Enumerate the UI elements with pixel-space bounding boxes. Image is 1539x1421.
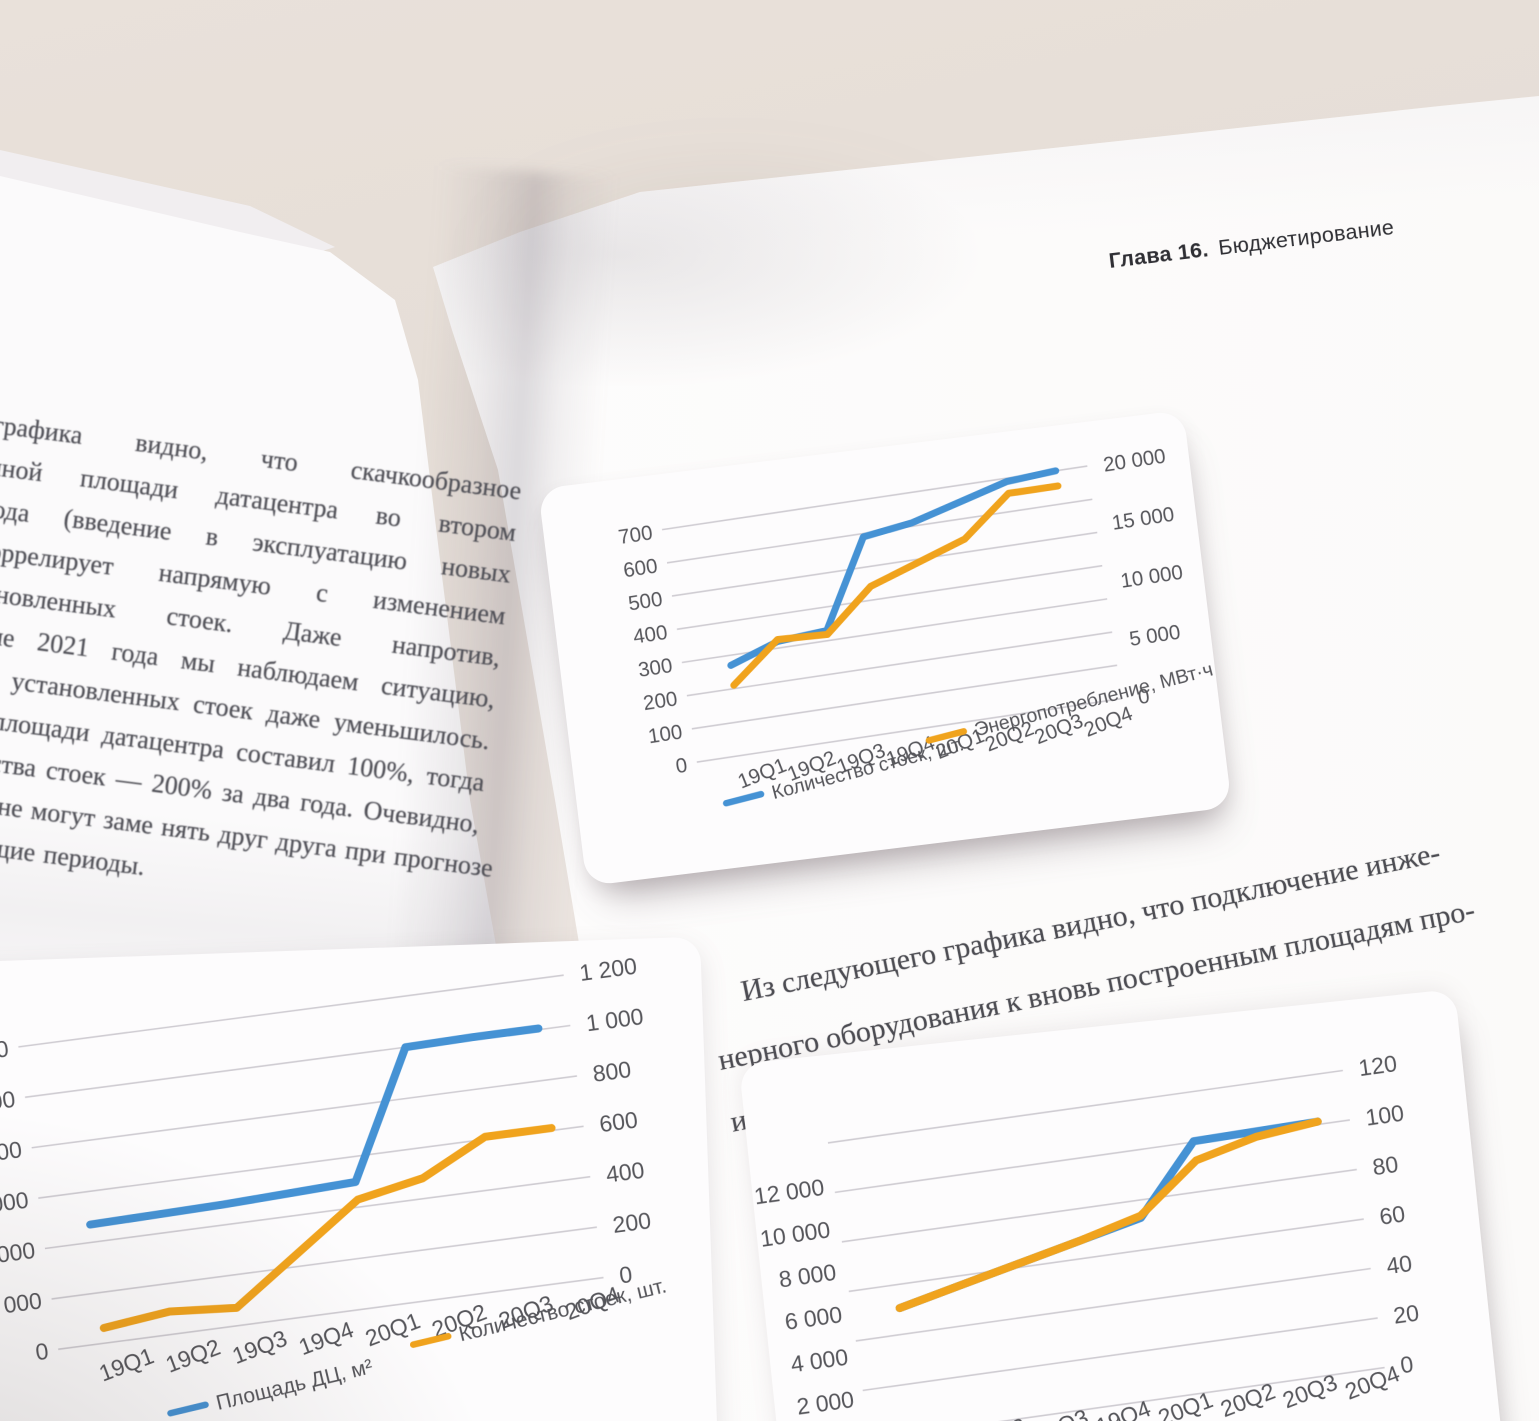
left-axis-tick: 4 000 (789, 1344, 850, 1378)
left-page-chart-card: 0 2 000 4 000 6 000 8 000 10 000 12 000 0 200 400… (0, 936, 720, 1421)
left-axis-tick: 400 (632, 621, 669, 649)
left-axis-tick: 2 000 (795, 1386, 856, 1420)
right-axis-tick: 20 (1392, 1299, 1421, 1328)
right-page-bottom-chart-card: 2 000 4 000 6 000 8 000 10 000 12 000 0 20 40 60 8… (738, 988, 1512, 1421)
right-axis-tick: 0 (1136, 685, 1151, 709)
left-axis-tick: 8 000 (777, 1259, 838, 1293)
left-axis-tick: 4 000 (0, 1237, 37, 1270)
gridline (827, 1069, 1343, 1144)
gridline (696, 697, 1123, 763)
right-axis-tick: 15 000 (1110, 503, 1175, 535)
gridline (671, 531, 1098, 597)
right-axis-tick: 800 (591, 1056, 632, 1087)
right-axis-tick: 1 000 (584, 1003, 644, 1036)
x-axis-tick: 20Q4 (1341, 1360, 1403, 1405)
gridline (848, 1218, 1364, 1293)
series-line (895, 1117, 1322, 1313)
left-axis-tick: 600 (622, 554, 659, 582)
left-page-text-block: графика видно, что скачкообразное пной пл… (0, 404, 524, 929)
right-axis-tick: 80 (1371, 1151, 1400, 1180)
right-axis-tick: 400 (604, 1157, 645, 1188)
x-axis-tick: 20Q3 (1279, 1369, 1341, 1413)
right-axis-tick: 100 (1364, 1100, 1406, 1131)
left-axis-tick: 8 000 (0, 1136, 23, 1169)
left-axis-tick: 700 (617, 521, 654, 549)
legend-marker (925, 728, 968, 744)
left-axis-tick: 500 (627, 588, 664, 616)
series-line (727, 467, 1060, 669)
gridline (681, 598, 1108, 664)
gridline (51, 1226, 597, 1300)
legend-marker (167, 1401, 209, 1417)
series-line (895, 1117, 1322, 1313)
x-axis-tick: 19Q1 (95, 1342, 157, 1386)
left-axis-tick: 0 (34, 1338, 50, 1365)
x-axis-tick: 20Q1 (1154, 1386, 1216, 1421)
gridline (869, 1366, 1385, 1421)
x-axis-tick: 19Q3 (229, 1325, 291, 1369)
right-axis-tick: 0 (1399, 1351, 1415, 1379)
left-axis-tick: 12 000 (0, 1035, 10, 1070)
gridline (691, 664, 1118, 730)
gridline (31, 1075, 578, 1149)
left-axis-tick: 6 000 (0, 1187, 30, 1220)
right-page-top-chart-card: 0 100 200 300 400 500 600 700 0 5 000 10 000 15 000… (538, 409, 1232, 887)
gridline (686, 631, 1113, 697)
right-page-top-chart: 0 100 200 300 400 500 600 700 0 5 000 10 000 15 000… (617, 445, 1215, 807)
series-line (730, 482, 1062, 689)
legend-marker (722, 790, 765, 807)
right-axis-tick: 5 000 (1128, 621, 1182, 651)
gridline (855, 1267, 1371, 1342)
legend-marker (409, 1332, 452, 1348)
left-axis-tick: 10 000 (758, 1216, 831, 1252)
left-axis-tick: 0 (674, 754, 689, 778)
x-axis-tick: 20Q2 (1217, 1378, 1279, 1421)
right-axis-tick: 20 000 (1102, 445, 1167, 477)
gridline (44, 1175, 591, 1250)
series-line (99, 1124, 556, 1332)
right-axis-tick: 0 (618, 1261, 634, 1288)
right-axis-tick: 10 000 (1119, 561, 1184, 593)
left-axis-tick: 200 (642, 687, 679, 715)
x-axis-tick: 19Q4 (295, 1316, 357, 1360)
right-axis-tick: 120 (1357, 1050, 1399, 1081)
right-axis-tick: 60 (1378, 1200, 1407, 1229)
left-axis-tick: 100 (647, 720, 684, 748)
gridline (58, 1276, 604, 1351)
left-axis-tick: 12 000 (753, 1174, 826, 1210)
right-axis-tick: 40 (1385, 1250, 1414, 1279)
right-axis-tick: 600 (598, 1106, 639, 1137)
left-axis-tick: 10 000 (0, 1086, 17, 1121)
gridline (841, 1168, 1357, 1243)
right-page-bottom-chart: 2 000 4 000 6 000 8 000 10 000 12 000 0 20 40 60 8… (753, 1050, 1421, 1421)
gridline (18, 974, 564, 1048)
left-axis-tick: 6 000 (783, 1301, 844, 1335)
left-page-chart: 0 2 000 4 000 6 000 8 000 10 000 12 000 0 200 400… (0, 953, 669, 1417)
x-axis-tick: 19Q2 (162, 1334, 224, 1378)
x-axis-tick: 19Q3 (1030, 1404, 1092, 1421)
series-line (86, 1024, 543, 1229)
left-axis-tick: 300 (637, 654, 674, 682)
gridline (862, 1317, 1378, 1392)
gridline (676, 564, 1103, 631)
right-axis-tick: 1 200 (578, 953, 638, 986)
x-axis-tick: 19Q2 (968, 1413, 1030, 1421)
right-axis-tick: 200 (611, 1207, 652, 1238)
left-axis-tick: 2 000 (0, 1287, 43, 1320)
legend-label: Количество стоек, шт. (457, 1274, 669, 1346)
